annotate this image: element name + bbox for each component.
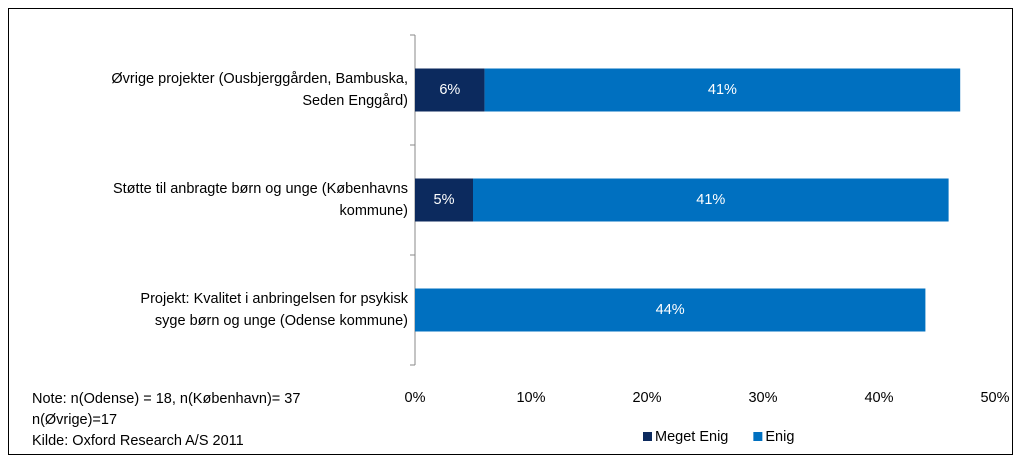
bar-label: 6% xyxy=(439,82,460,98)
bar-label: 41% xyxy=(696,192,725,208)
y-tick-label: Projekt: Kvalitet i anbringelsen for psy… xyxy=(140,291,408,329)
bar xyxy=(473,178,949,222)
bar xyxy=(415,288,926,332)
x-tick-label: 20% xyxy=(632,390,661,406)
y-tick-label: Øvrige projekter (Ousbjerggården, Bambus… xyxy=(111,71,408,109)
source: Kilde: Oxford Research A/S 2011 xyxy=(32,433,244,449)
legend-swatch xyxy=(753,432,763,441)
x-tick-label: 50% xyxy=(980,390,1009,406)
bar-label: 41% xyxy=(708,82,737,98)
bar-label: 5% xyxy=(434,192,455,208)
legend-swatch xyxy=(643,432,652,441)
bar-label: 44% xyxy=(656,302,685,318)
note-line: n(Øvrige)=17 xyxy=(32,412,117,428)
bar xyxy=(415,178,473,222)
y-tick-label: Støtte til anbragte børn og unge (Københ… xyxy=(113,181,408,219)
note-line: Note: n(Odense) = 18, n(København)= 37 xyxy=(32,391,300,407)
x-tick-label: 10% xyxy=(516,390,545,406)
legend-label: Meget Enig xyxy=(655,429,728,445)
x-tick-label: 40% xyxy=(864,390,893,406)
bar xyxy=(484,68,961,112)
legend-label: Enig xyxy=(765,429,794,445)
x-tick-label: 0% xyxy=(405,390,426,406)
bar xyxy=(415,68,485,112)
x-tick-label: 30% xyxy=(748,390,777,406)
